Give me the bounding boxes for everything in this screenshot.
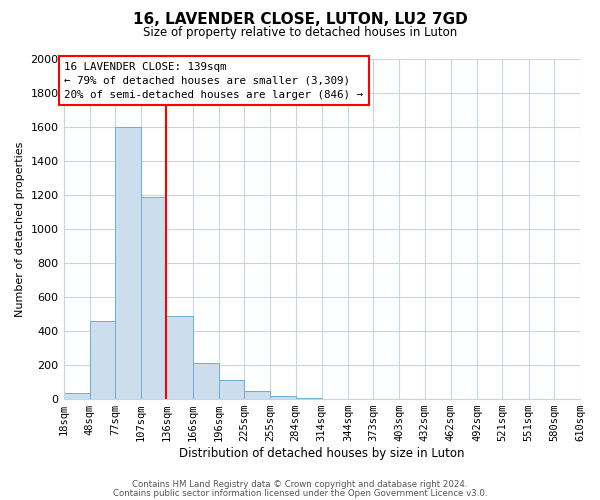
Text: Contains HM Land Registry data © Crown copyright and database right 2024.: Contains HM Land Registry data © Crown c…	[132, 480, 468, 489]
Bar	[166, 316, 193, 399]
Text: 16 LAVENDER CLOSE: 139sqm
← 79% of detached houses are smaller (3,309)
20% of se: 16 LAVENDER CLOSE: 139sqm ← 79% of detac…	[64, 62, 364, 100]
Bar	[115, 127, 141, 399]
Bar	[219, 380, 244, 399]
Bar	[270, 396, 296, 399]
Bar	[244, 392, 270, 399]
Bar	[64, 393, 90, 399]
Text: Contains public sector information licensed under the Open Government Licence v3: Contains public sector information licen…	[113, 489, 487, 498]
Text: Size of property relative to detached houses in Luton: Size of property relative to detached ho…	[143, 26, 457, 39]
Bar	[193, 364, 219, 399]
Y-axis label: Number of detached properties: Number of detached properties	[15, 142, 25, 316]
Bar	[90, 321, 115, 399]
Bar	[141, 196, 166, 399]
X-axis label: Distribution of detached houses by size in Luton: Distribution of detached houses by size …	[179, 447, 464, 460]
Bar	[296, 398, 322, 399]
Text: 16, LAVENDER CLOSE, LUTON, LU2 7GD: 16, LAVENDER CLOSE, LUTON, LU2 7GD	[133, 12, 467, 28]
